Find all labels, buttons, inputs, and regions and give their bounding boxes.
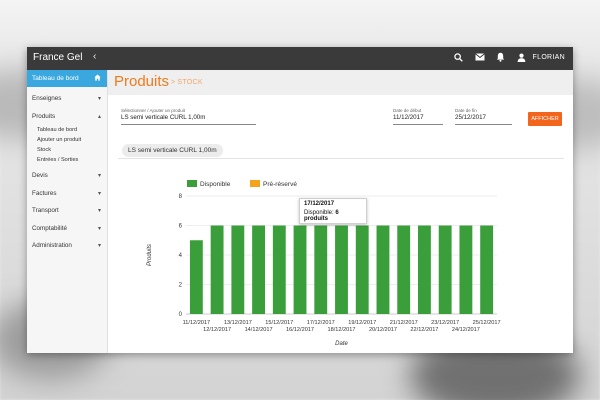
chevron-down-icon: ▾	[97, 96, 101, 103]
sidebar-subitem-entries[interactable]: Entrées / Sorties	[37, 157, 79, 163]
bar-disponible	[418, 225, 431, 314]
app-brand: France Gel	[33, 52, 83, 63]
bar-disponible	[397, 225, 411, 314]
x-tick-label: 18/12/2017	[328, 327, 356, 333]
bar-disponible	[335, 225, 348, 314]
sidebar-item-factures[interactable]: Factures ▾	[27, 185, 107, 203]
x-tick-label: 11/12/2017	[183, 320, 211, 326]
x-tick-label: 15/12/2017	[265, 320, 293, 326]
sidebar-item-label: Comptabilité	[32, 224, 67, 232]
chevron-down-icon: ▾	[97, 208, 101, 215]
x-tick-label: 23/12/2017	[431, 320, 459, 326]
sidebar-item-label: Enseignes	[32, 95, 62, 103]
y-tick-label: 2	[179, 283, 183, 289]
legend-label: Disponible	[200, 181, 231, 188]
sidebar-item-transport[interactable]: Transport ▾	[27, 202, 107, 220]
tooltip-value: 6 produits	[304, 210, 339, 222]
tooltip-text: Disponible: 6 produits	[304, 210, 362, 222]
product-field-label: Sélectionner / Ajouter un produit	[121, 108, 186, 113]
bar-disponible	[376, 225, 390, 314]
chevron-down-icon: ▾	[97, 225, 101, 232]
sidebar-item-label: Administration	[32, 242, 72, 250]
sidebar-item-devis[interactable]: Devis ▾	[27, 167, 107, 185]
page-title: Produits	[114, 73, 170, 90]
x-axis-label: Date	[335, 341, 348, 347]
sidebar-item-label: Produits	[32, 112, 56, 120]
bar-disponible	[231, 225, 245, 314]
legend-swatch	[250, 180, 260, 187]
sidebar-subitem-stock[interactable]: Stock	[37, 147, 51, 153]
breadcrumb-current: STOCK	[177, 79, 203, 86]
user-name[interactable]: FLORIAN	[532, 53, 565, 61]
sidebar-item-label: Devis	[32, 172, 48, 180]
bar-disponible	[314, 225, 328, 314]
sidebar-item-label: Factures	[32, 189, 57, 197]
breadcrumb: > STOCK	[171, 79, 203, 86]
app-window: France Gel ‹ FLORIAN Tableau de bord	[27, 47, 573, 353]
bar-disponible	[480, 225, 494, 314]
sidebar-subitem-add-product[interactable]: Ajouter un produit	[37, 137, 82, 143]
tooltip-date: 17/12/2017	[304, 201, 335, 207]
top-bar: France Gel ‹ FLORIAN	[27, 47, 573, 70]
x-tick-label: 19/12/2017	[348, 320, 376, 326]
divider	[118, 158, 564, 159]
afficher-button[interactable]: AFFICHER	[528, 112, 562, 126]
sidebar-item-enseignes[interactable]: Enseignes ▾	[27, 90, 107, 108]
user-icon[interactable]	[516, 51, 528, 63]
sidebar-item-dashboard[interactable]: Tableau de bord	[27, 70, 107, 87]
product-select-input[interactable]: LS semi verticale CURL 1,00m	[121, 114, 256, 125]
sidebar: Tableau de bord Enseignes ▾ Produits ▴ T…	[27, 70, 108, 353]
home-icon	[94, 74, 101, 83]
collapse-sidebar-icon[interactable]: ‹	[93, 51, 97, 62]
y-tick-label: 6	[179, 224, 183, 230]
chart-tooltip: 17/12/2017 Disponible: 6 produits	[299, 198, 367, 224]
bell-icon[interactable]	[495, 51, 507, 63]
x-tick-label: 20/12/2017	[369, 327, 397, 333]
tooltip-prefix: Disponible:	[304, 210, 336, 216]
chevron-right-icon: >	[171, 79, 176, 86]
bar-disponible	[210, 225, 224, 314]
chevron-down-icon: ▾	[97, 173, 101, 180]
product-chip[interactable]: LS semi verticale CURL 1,00m	[122, 144, 223, 157]
x-tick-label: 24/12/2017	[452, 327, 480, 333]
bar-disponible	[293, 225, 307, 314]
bar-disponible	[355, 225, 369, 314]
bar-disponible	[252, 225, 265, 314]
legend-label: Pré-réservé	[263, 181, 297, 188]
page-header: Produits > STOCK	[108, 70, 573, 95]
x-tick-label: 17/12/2017	[307, 320, 335, 326]
bar-disponible	[189, 240, 203, 314]
x-tick-label: 14/12/2017	[245, 327, 273, 333]
sidebar-item-comptabilite[interactable]: Comptabilité ▾	[27, 220, 107, 238]
sidebar-item-administration[interactable]: Administration ▾	[27, 237, 107, 255]
bar-disponible	[459, 225, 473, 314]
x-tick-label: 13/12/2017	[224, 320, 252, 326]
start-date-input[interactable]: 11/12/2017	[393, 114, 443, 125]
chevron-down-icon: ▾	[97, 243, 101, 250]
x-tick-label: 22/12/2017	[410, 327, 438, 333]
sidebar-item-label: Tableau de bord	[32, 75, 79, 82]
y-tick-label: 4	[179, 253, 183, 259]
x-tick-label: 12/12/2017	[203, 327, 231, 333]
chevron-up-icon: ▴	[97, 113, 101, 120]
y-tick-label: 8	[179, 194, 183, 200]
x-tick-label: 25/12/2017	[473, 320, 501, 326]
x-tick-label: 16/12/2017	[286, 327, 314, 333]
search-icon[interactable]	[453, 51, 465, 63]
sidebar-item-label: Transport	[32, 207, 59, 215]
start-date-label: Date de début	[393, 108, 422, 113]
sidebar-subitem-dashboard[interactable]: Tableau de bord	[37, 127, 78, 133]
end-date-label: Date de fin	[455, 108, 477, 113]
y-tick-label: 0	[179, 312, 183, 318]
x-tick-label: 21/12/2017	[390, 320, 418, 326]
chevron-down-icon: ▾	[97, 190, 101, 197]
bar-disponible	[438, 225, 452, 314]
sidebar-item-produits[interactable]: Produits ▴	[27, 108, 107, 126]
legend-swatch	[187, 180, 197, 187]
end-date-input[interactable]: 25/12/2017	[455, 114, 512, 125]
mail-icon[interactable]	[474, 51, 486, 63]
y-axis-label: Produits	[147, 244, 153, 266]
bar-disponible	[272, 225, 286, 314]
